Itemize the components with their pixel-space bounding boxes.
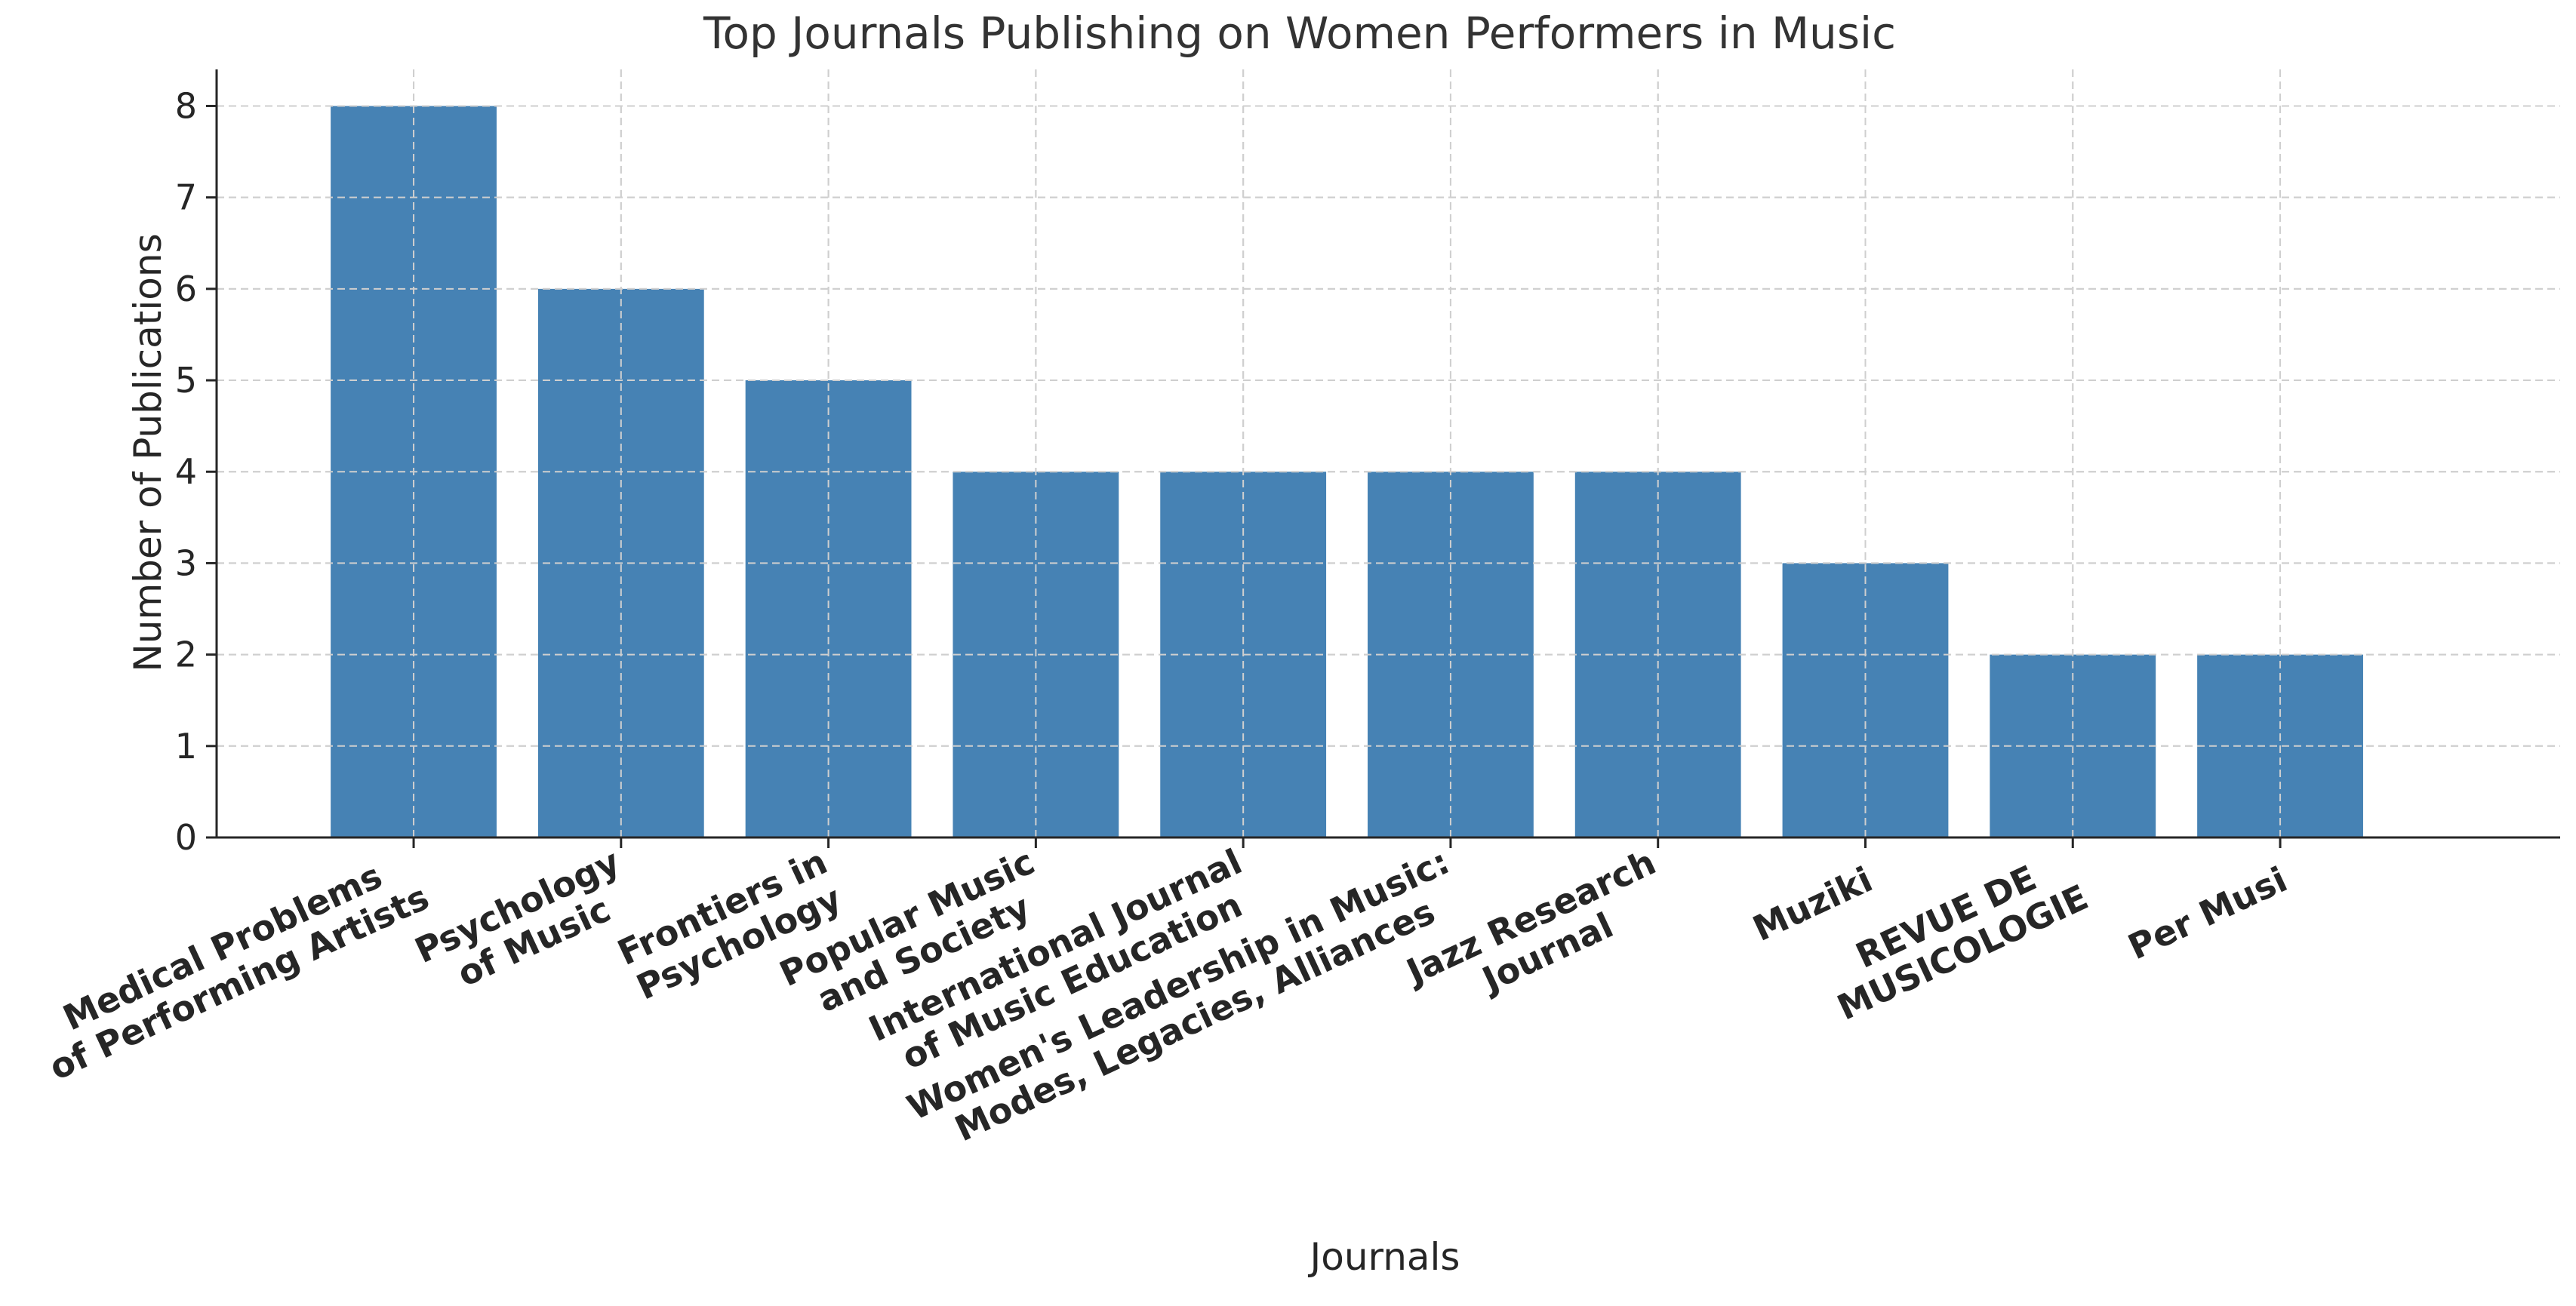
y-tick-label: 7 bbox=[175, 177, 197, 218]
y-tick-label: 1 bbox=[175, 726, 197, 767]
y-tick-label: 6 bbox=[175, 269, 197, 309]
y-tick-labels: 0 1 2 3 4 5 6 7 8 bbox=[175, 85, 197, 858]
y-tick-label: 4 bbox=[175, 451, 197, 492]
chart-title: Top Journals Publishing on Women Perform… bbox=[703, 8, 1896, 59]
y-tick-label: 8 bbox=[175, 85, 197, 126]
y-tick-label: 3 bbox=[175, 542, 197, 583]
x-axis-label: Journals bbox=[1308, 1235, 1460, 1279]
y-tick-label: 5 bbox=[175, 360, 197, 401]
x-tick-label-line: Per Musi bbox=[2122, 859, 2293, 967]
axes bbox=[206, 69, 2560, 848]
grid-overlay bbox=[217, 69, 2560, 838]
y-axis-label: Number of Publications bbox=[126, 233, 170, 671]
x-tick-label: Per Musi bbox=[2122, 859, 2293, 967]
y-tick-label: 0 bbox=[175, 817, 197, 858]
y-tick-label: 2 bbox=[175, 635, 197, 675]
